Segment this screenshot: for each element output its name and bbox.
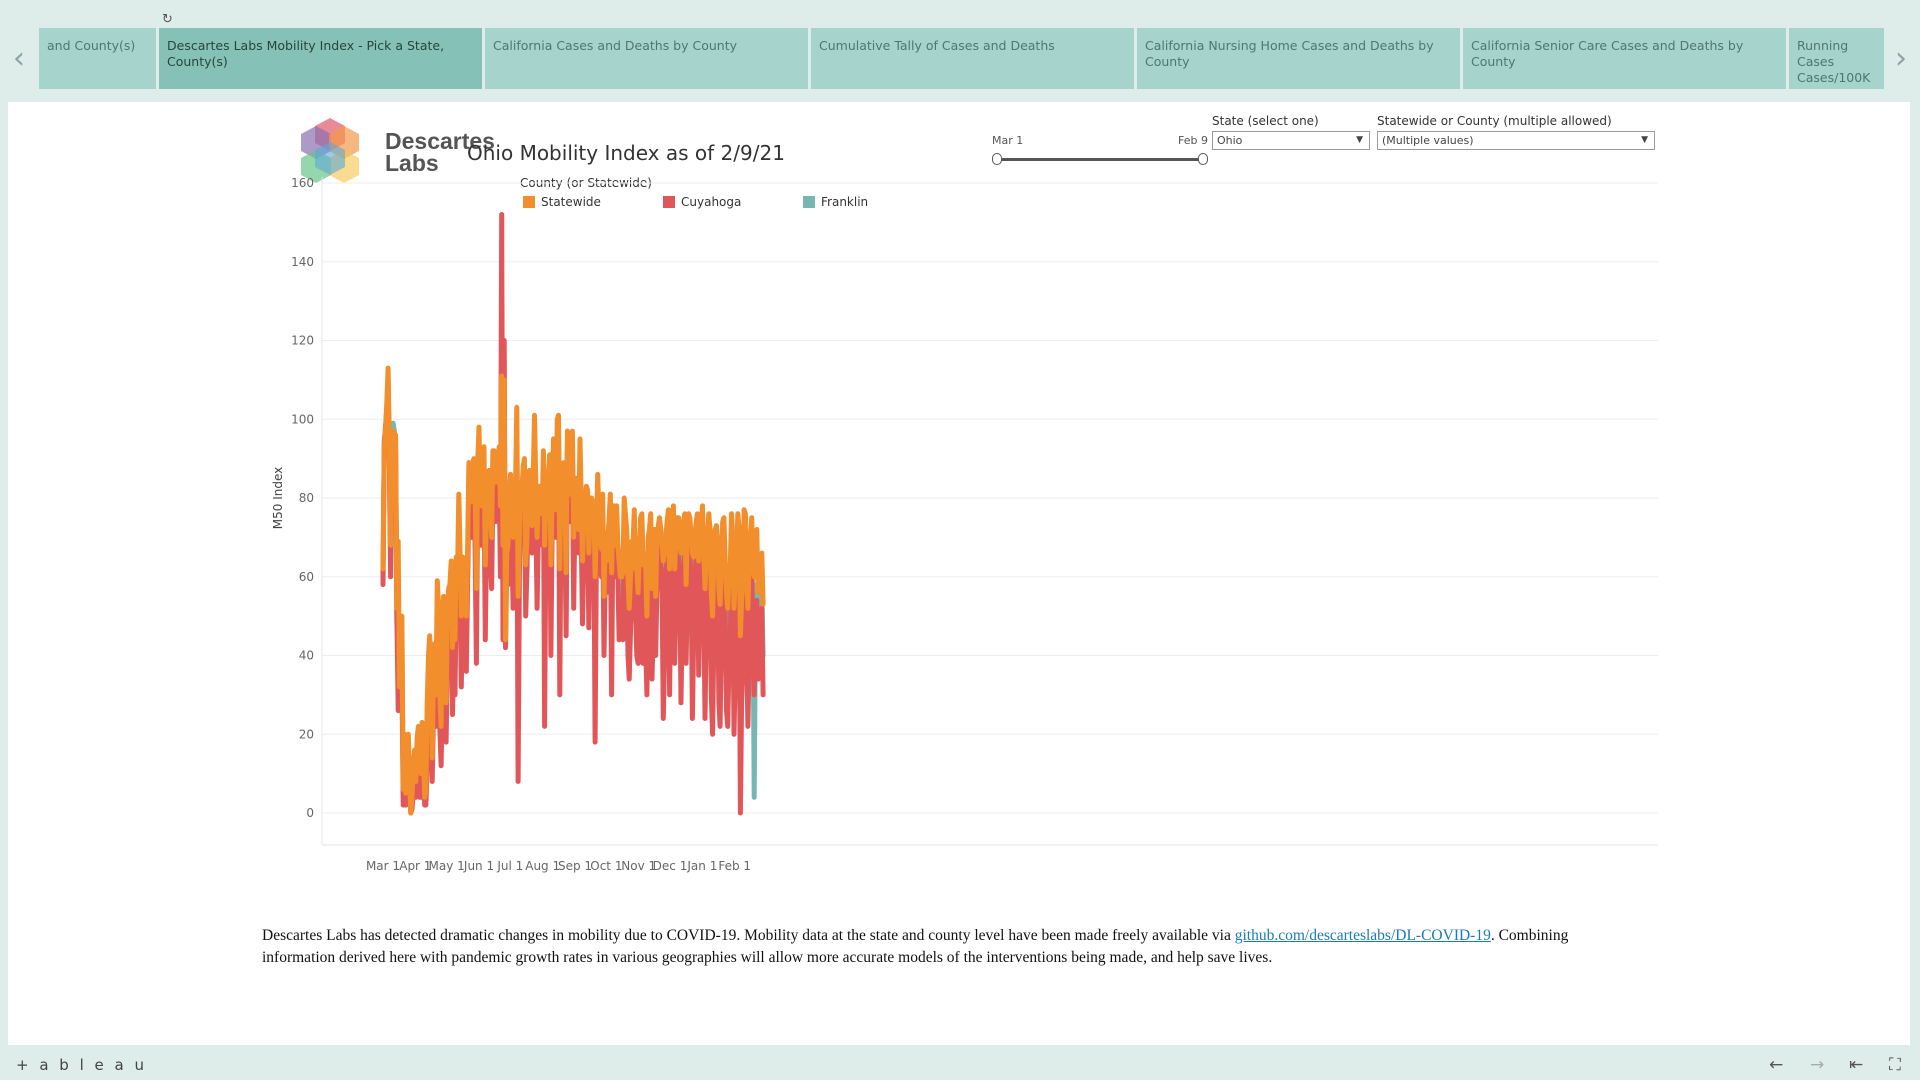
refresh-icon[interactable]: ↻	[162, 12, 173, 27]
chevron-left-icon[interactable]: ‹	[13, 41, 25, 76]
logo-wordmark: Descartes Labs	[385, 128, 495, 176]
tableau-logo[interactable]: + a b l e a u	[16, 1056, 147, 1074]
legend-item-franklin[interactable]: Franklin	[803, 195, 868, 209]
legend-label: Franklin	[821, 195, 869, 209]
description-after: . Combining information derived here wit…	[262, 927, 1569, 966]
y-tick-label: 20	[299, 727, 314, 741]
dashboard-panel	[8, 102, 1910, 1045]
y-tick-label: 80	[299, 491, 314, 505]
x-tick-label: Jun 1	[463, 859, 494, 873]
x-tick-label: May 1	[429, 859, 465, 873]
x-tick-label: Oct 1	[590, 859, 622, 873]
x-tick-label: Feb 1	[718, 859, 751, 873]
github-link[interactable]: github.com/descarteslabs/DL-COVID-19	[1234, 927, 1491, 944]
legend-item-cuyahoga[interactable]: Cuyahoga	[663, 195, 741, 209]
legend-item-statewide[interactable]: Statewide	[523, 195, 601, 209]
slider-track[interactable]	[996, 158, 1204, 161]
tab-mobility-index[interactable]: Descartes Labs Mobility Index - Pick a S…	[159, 28, 482, 89]
y-tick-label: 100	[291, 412, 314, 426]
state-select[interactable]: Ohio ▼	[1212, 131, 1370, 150]
slider-start-handle[interactable]	[992, 153, 1002, 165]
slider-end-label: Feb 9	[1178, 134, 1208, 147]
y-tick-label: 0	[306, 806, 314, 820]
redo-icon[interactable]: →	[1810, 1055, 1825, 1075]
x-tick-label: Dec 1	[653, 859, 688, 873]
descartes-labs-logo	[290, 110, 500, 190]
x-tick-label: Apr 1	[399, 859, 431, 873]
x-tick-label: Mar 1	[366, 859, 400, 873]
chevron-right-icon[interactable]: ›	[1895, 41, 1907, 76]
legend-swatch	[663, 196, 675, 208]
tab-nursing-home[interactable]: California Nursing Home Cases and Deaths…	[1137, 28, 1460, 89]
tab-bar: ‹ ↻ and County(s) Descartes Labs Mobilit…	[0, 0, 1920, 100]
footer-bar: + a b l e a u ← → ⇤ ⛶	[0, 1050, 1920, 1080]
legend-swatch	[523, 196, 535, 208]
revert-icon[interactable]: ⇤	[1849, 1055, 1864, 1075]
y-tick-label: 60	[299, 570, 314, 584]
county-select[interactable]: (Multiple values) ▼	[1377, 131, 1655, 150]
slider-end-handle[interactable]	[1198, 153, 1208, 165]
legend-swatch	[803, 196, 815, 208]
x-tick-label: Nov 1	[621, 859, 656, 873]
x-tick-label: Sep 1	[558, 859, 592, 873]
logo-text-line1: Descartes	[385, 128, 495, 154]
tab-running-cases[interactable]: Running Cases Cases/100K	[1789, 28, 1884, 89]
hexagon-logo-icon	[301, 118, 359, 183]
tab-senior-care[interactable]: California Senior Care Cases and Deaths …	[1463, 28, 1786, 89]
description-text: Descartes Labs has detected dramatic cha…	[262, 925, 1632, 969]
y-tick-label: 120	[291, 334, 314, 348]
slider-start-label: Mar 1	[992, 134, 1024, 147]
fullscreen-icon[interactable]: ⛶	[1889, 1055, 1901, 1075]
description-before: Descartes Labs has detected dramatic cha…	[262, 927, 1235, 944]
legend-label: Statewide	[541, 195, 601, 209]
x-tick-label: Jul 1	[496, 859, 523, 873]
x-tick-label: Jan 1	[686, 859, 717, 873]
x-tick-label: Aug 1	[525, 859, 560, 873]
tab-cumulative-tally[interactable]: Cumulative Tally of Cases and Deaths	[811, 28, 1134, 89]
series-line-statewide	[380, 365, 766, 816]
logo-text-line2: Labs	[385, 150, 439, 176]
tab-california-cases-deaths[interactable]: California Cases and Deaths by County	[485, 28, 808, 89]
y-tick-label: 40	[299, 649, 314, 663]
state-filter-label: State (select one)	[1212, 114, 1319, 128]
date-range-slider[interactable]: Mar 1 Feb 9	[990, 132, 1210, 172]
state-select-value: Ohio	[1217, 134, 1243, 147]
undo-icon[interactable]: ←	[1769, 1055, 1784, 1075]
chart-title: Ohio Mobility Index as of 2/9/21	[467, 141, 785, 165]
state-filter: State (select one) Ohio ▼	[1212, 114, 1370, 150]
y-tick-label: 160	[291, 176, 314, 190]
y-axis-title: M50 Index	[271, 467, 285, 529]
county-filter-label: Statewide or County (multiple allowed)	[1377, 114, 1612, 128]
caret-down-icon: ▼	[1641, 135, 1648, 145]
caret-down-icon: ▼	[1356, 135, 1363, 145]
y-tick-label: 140	[291, 255, 314, 269]
county-filter: Statewide or County (multiple allowed) (…	[1377, 114, 1655, 150]
legend-label: Cuyahoga	[681, 195, 742, 209]
county-select-value: (Multiple values)	[1382, 134, 1474, 147]
tab-state-and-county[interactable]: and County(s)	[39, 28, 156, 89]
